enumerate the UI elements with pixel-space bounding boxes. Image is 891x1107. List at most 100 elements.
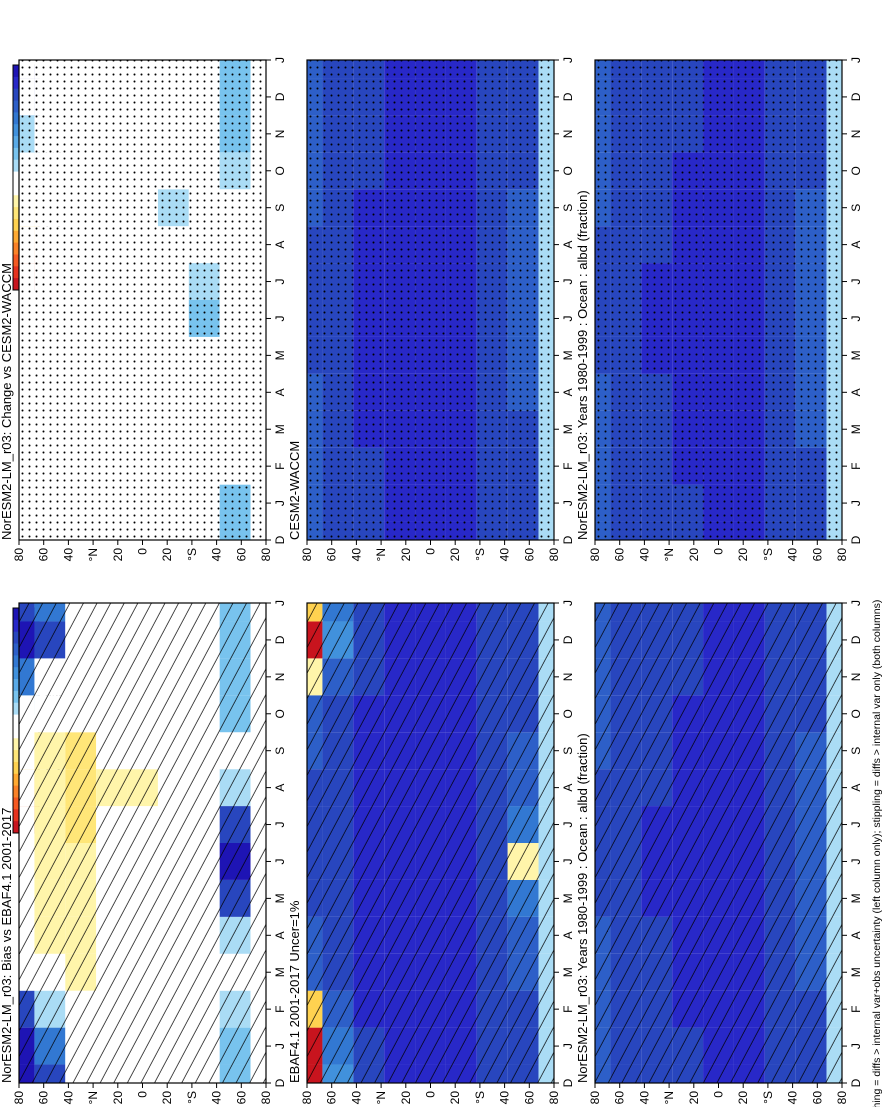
y-tick-label: °S: [185, 548, 199, 561]
panel-title: NorESM2-LM_r03: Bias vs EBAF4.1 2001-201…: [0, 808, 14, 1083]
x-tick-label: M: [561, 424, 575, 434]
y-tick-label: °S: [185, 1091, 199, 1104]
y-tick-label: 20: [448, 548, 462, 562]
panel-title: NorESM2-LM_r03: Change vs CESM2-WACCM: [0, 263, 14, 540]
y-tick-label: 20: [736, 548, 750, 562]
stippling-overlay: [19, 60, 266, 540]
x-tick-label: J: [849, 500, 863, 506]
x-tick-label: J: [561, 279, 575, 285]
x-tick-label: F: [849, 1005, 863, 1012]
x-tick-label: D: [273, 1078, 287, 1087]
x-tick-label: O: [849, 166, 863, 175]
x-tick-label: A: [561, 388, 575, 396]
x-tick-label: D: [849, 635, 863, 644]
y-tick-label: 80: [588, 548, 602, 562]
y-tick-label: 40: [210, 548, 224, 562]
y-tick-label: 40: [210, 1091, 224, 1105]
x-tick-label: D: [561, 92, 575, 101]
y-tick-label: 40: [498, 548, 512, 562]
x-tick-label: A: [273, 931, 287, 939]
y-tick-label: 60: [234, 548, 248, 562]
y-tick-label: 80: [300, 1091, 314, 1105]
x-tick-label: J: [561, 600, 575, 606]
y-tick-label: 80: [300, 548, 314, 562]
x-tick-label: N: [273, 130, 287, 139]
x-tick-label: M: [849, 967, 863, 977]
x-tick-label: J: [561, 1043, 575, 1049]
x-tick-label: D: [273, 635, 287, 644]
y-tick-label: 60: [522, 548, 536, 562]
x-tick-label: F: [561, 462, 575, 469]
y-tick-label: 40: [61, 1091, 75, 1105]
figure-footnote: hatching = diffs > internal var+obs unce…: [871, 600, 883, 1107]
panel-obs-right: CESM2-WACCM D J F M A M J J A S O N D J 80 60 40 °N 20 0 20 °S…: [287, 57, 575, 562]
y-tick-label: 40: [637, 1091, 651, 1105]
y-tick-label: 20: [399, 1091, 413, 1105]
x-tick-label: J: [273, 1043, 287, 1049]
x-tick-label: J: [273, 858, 287, 864]
panel-title: NorESM2-LM_r03: Years 1980-1999 : Ocean …: [575, 733, 590, 1083]
x-tick-label: F: [273, 462, 287, 469]
x-tick-label: N: [849, 130, 863, 139]
x-tick-label: S: [273, 204, 287, 212]
y-tick-label: 80: [12, 548, 26, 562]
x-tick-label: J: [273, 279, 287, 285]
x-tick-label: A: [849, 784, 863, 792]
y-tick-label: 60: [234, 1091, 248, 1105]
y-tick-label: 40: [786, 1091, 800, 1105]
stippling-overlay: [595, 60, 842, 540]
x-tick-label: M: [561, 350, 575, 360]
y-tick-label: 60: [522, 1091, 536, 1105]
y-tick-label: 20: [160, 548, 174, 562]
y-tick-label: 40: [637, 548, 651, 562]
x-tick-label: A: [849, 931, 863, 939]
x-tick-label: J: [273, 315, 287, 321]
y-tick-label: °S: [473, 548, 487, 561]
y-tick-label: °N: [374, 1091, 388, 1104]
x-tick-label: F: [561, 1005, 575, 1012]
x-tick-label: N: [273, 673, 287, 682]
x-tick-label: O: [849, 709, 863, 718]
x-tick-label: A: [561, 931, 575, 939]
x-tick-label: A: [561, 241, 575, 249]
y-tick-label: 60: [613, 1091, 627, 1105]
x-tick-label: D: [561, 535, 575, 544]
x-tick-label: D: [561, 1078, 575, 1087]
hatching-overlay: [19, 603, 266, 1083]
y-tick-label: 0: [136, 1091, 150, 1098]
x-tick-label: J: [561, 500, 575, 506]
x-tick-label: O: [561, 709, 575, 718]
hatching-overlay: [307, 603, 554, 1083]
x-tick-label: M: [849, 893, 863, 903]
y-tick-label: °N: [86, 1091, 100, 1104]
x-tick-label: N: [561, 673, 575, 682]
x-tick-label: J: [849, 315, 863, 321]
y-tick-label: 60: [810, 548, 824, 562]
x-tick-label: O: [561, 166, 575, 175]
y-tick-label: 20: [111, 1091, 125, 1105]
y-tick-label: 80: [259, 1091, 273, 1105]
x-tick-label: D: [849, 535, 863, 544]
y-tick-label: 60: [325, 548, 339, 562]
y-tick-label: 20: [111, 548, 125, 562]
y-tick-label: 60: [325, 1091, 339, 1105]
x-tick-label: J: [849, 858, 863, 864]
x-tick-label: J: [561, 822, 575, 828]
x-tick-label: A: [273, 784, 287, 792]
y-tick-label: 20: [448, 1091, 462, 1105]
x-tick-label: J: [273, 57, 287, 63]
x-tick-label: D: [273, 535, 287, 544]
y-tick-label: 40: [786, 548, 800, 562]
y-tick-label: °N: [662, 1091, 676, 1104]
x-tick-label: M: [273, 350, 287, 360]
y-tick-label: 40: [349, 548, 363, 562]
panel-model-right: NorESM2-LM_r03: Years 1980-1999 : Ocean …: [12, 57, 863, 562]
y-tick-label: 20: [160, 1091, 174, 1105]
x-tick-label: A: [849, 241, 863, 249]
x-tick-label: A: [561, 784, 575, 792]
x-tick-label: O: [273, 166, 287, 175]
x-tick-label: M: [561, 967, 575, 977]
x-tick-label: S: [849, 204, 863, 212]
x-tick-label: S: [849, 747, 863, 755]
